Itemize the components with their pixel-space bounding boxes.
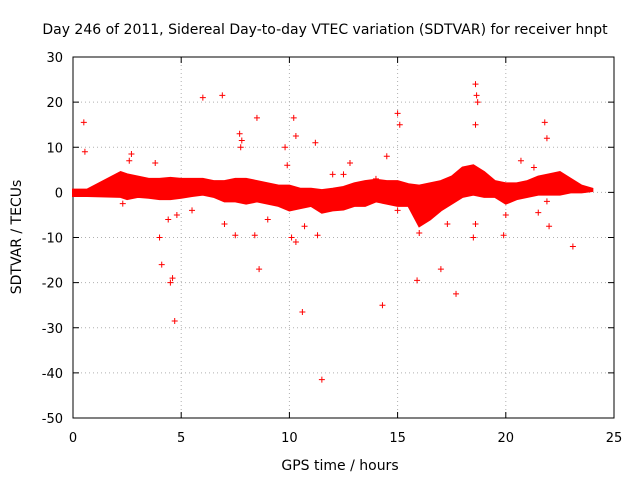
data-point: [232, 232, 239, 239]
data-point: [253, 114, 260, 121]
data-point: [383, 153, 390, 160]
x-tick-label: 5: [177, 431, 185, 446]
data-point: [189, 207, 196, 214]
data-point: [171, 317, 178, 324]
y-axis-label: SDTVAR / TECUs: [9, 180, 25, 295]
y-tick-label: 30: [46, 51, 63, 66]
data-point: [158, 261, 165, 268]
data-point: [517, 157, 524, 164]
data-point: [288, 234, 295, 241]
data-point: [156, 234, 163, 241]
data-point: [256, 266, 263, 273]
data-point: [416, 229, 423, 236]
data-point: [292, 239, 299, 246]
data-point: [569, 243, 576, 250]
data-point: [199, 94, 206, 101]
data-point: [81, 148, 88, 155]
data-point: [379, 302, 386, 309]
data-point: [173, 211, 180, 218]
plot-frame: [72, 56, 615, 419]
data-point: [237, 144, 244, 151]
data-point: [126, 157, 133, 164]
data-point: [152, 160, 159, 167]
data-point: [472, 220, 479, 227]
data-point: [318, 376, 325, 383]
data-point: [500, 232, 507, 239]
x-tick-label: 25: [606, 431, 623, 446]
y-tick-label: 20: [46, 96, 63, 111]
data-point: [535, 209, 542, 216]
data-point: [80, 119, 87, 126]
data-point: [394, 110, 401, 117]
data-point: [284, 162, 291, 169]
data-point: [299, 308, 306, 315]
data-point: [546, 223, 553, 230]
data-point: [238, 137, 245, 144]
data-point: [543, 135, 550, 142]
data-point: [219, 92, 226, 99]
data-point: [128, 151, 135, 158]
axis-ticks: 0 5 10 15 20 25 -50 -40 -30 -20 -10 0 10 20 30: [42, 51, 623, 446]
dense-data-band: [72, 164, 594, 228]
data-point: [437, 266, 444, 273]
chart-title: Day 246 of 2011, Sidereal Day-to-day VTE…: [42, 22, 608, 38]
y-tick-label: -50: [42, 412, 63, 427]
data-point: [543, 198, 550, 205]
y-tick-label: -40: [42, 367, 63, 382]
x-axis-label: GPS time / hours: [281, 458, 398, 474]
data-point: [396, 121, 403, 128]
data-point: [251, 232, 258, 239]
data-point: [473, 92, 480, 99]
data-point: [282, 144, 289, 151]
data-point: [236, 130, 243, 137]
grid-lines: [73, 57, 614, 418]
data-point: [221, 220, 228, 227]
data-point: [472, 121, 479, 128]
y-tick-label: 10: [46, 141, 63, 156]
data-point: [340, 171, 347, 178]
data-point: [292, 132, 299, 139]
y-tick-label: 0: [55, 186, 63, 201]
x-tick-label: 0: [69, 431, 77, 446]
data-point: [169, 275, 176, 282]
data-point: [290, 114, 297, 121]
data-point: [541, 119, 548, 126]
data-point: [394, 207, 401, 214]
x-tick-label: 15: [389, 431, 406, 446]
data-gap: [88, 58, 120, 417]
data-point: [414, 277, 421, 284]
x-tick-label: 10: [281, 431, 298, 446]
y-tick-label: -10: [42, 232, 63, 247]
data-point: [301, 223, 308, 230]
data-point: [470, 234, 477, 241]
data-point: [312, 139, 319, 146]
y-tick-label: -20: [42, 277, 63, 292]
data-point: [502, 211, 509, 218]
x-tick-label: 20: [498, 431, 515, 446]
data-point: [453, 290, 460, 297]
data-point: [329, 171, 336, 178]
data-point: [165, 216, 172, 223]
data-point: [474, 99, 481, 106]
data-point: [530, 164, 537, 171]
data-point: [119, 200, 126, 207]
data-point: [167, 279, 174, 286]
data-point: [346, 160, 353, 167]
y-tick-label: -30: [42, 322, 63, 337]
data-point: [314, 232, 321, 239]
data-point: [444, 220, 451, 227]
data-point: [372, 175, 379, 182]
data-point: [472, 81, 479, 88]
data-points: [72, 58, 594, 417]
data-point: [264, 216, 271, 223]
